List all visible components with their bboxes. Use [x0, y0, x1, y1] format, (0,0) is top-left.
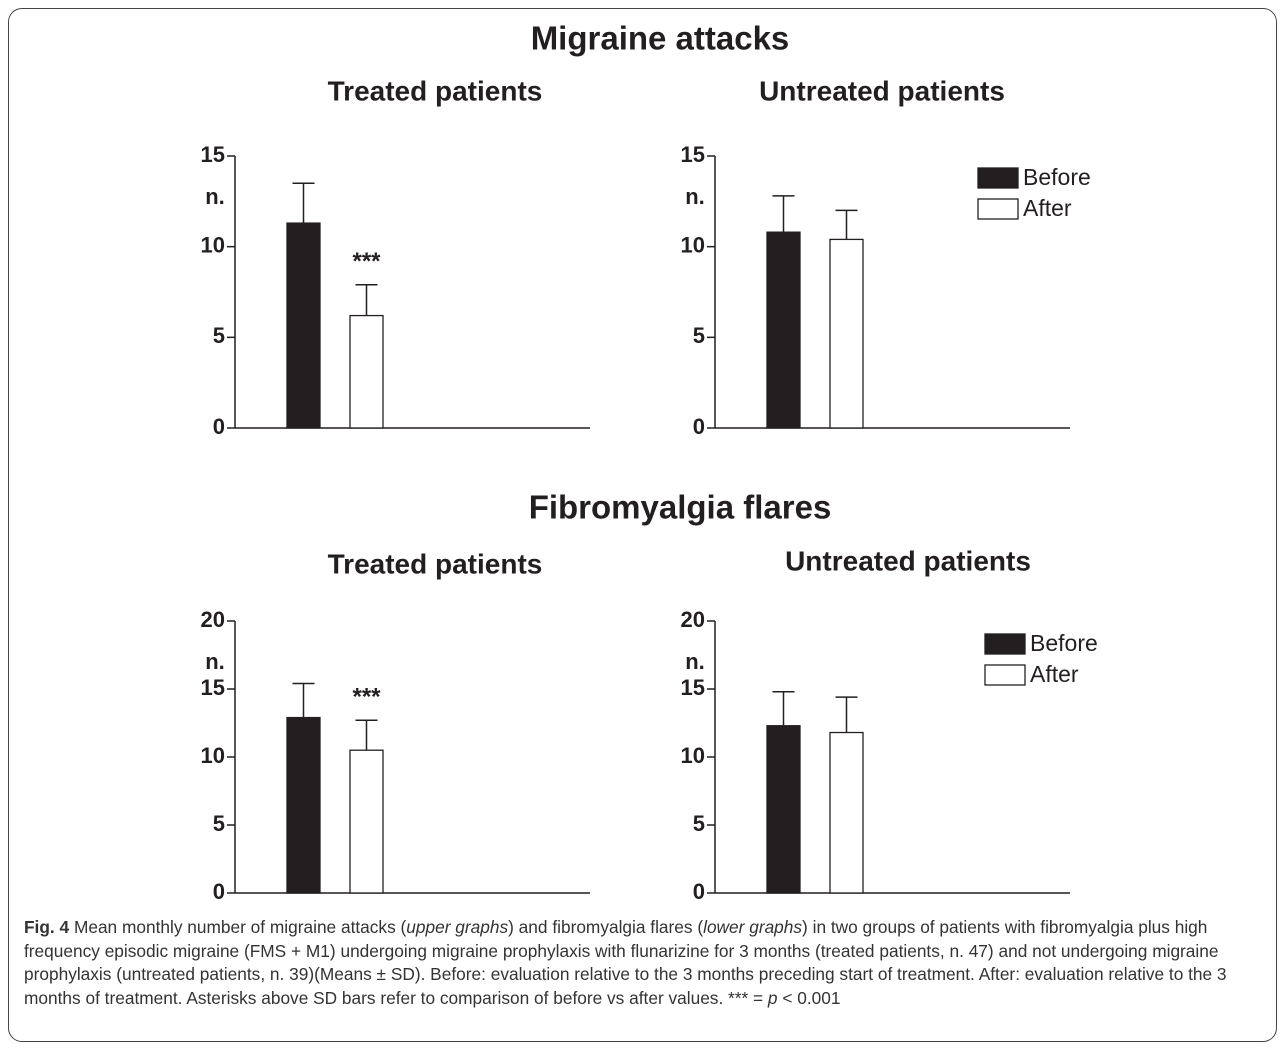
- chart-title: Untreated patients: [785, 545, 1031, 576]
- bar: [349, 314, 384, 429]
- y-tick-label: 15: [201, 675, 225, 700]
- section-title: Migraine attacks: [531, 20, 790, 57]
- bar: [766, 725, 801, 894]
- legend-swatch: [984, 664, 1026, 686]
- y-tick-label: 15: [681, 142, 705, 167]
- caption-text: lower graphs: [703, 917, 803, 937]
- y-tick-label: 0: [213, 414, 225, 439]
- y-tick-label: 0: [693, 879, 705, 904]
- y-tick-label: 15: [681, 675, 705, 700]
- caption-label: Fig. 4: [24, 917, 70, 937]
- caption-text: p: [767, 987, 778, 1008]
- y-axis-label: n.: [685, 649, 705, 674]
- figure: Migraine attacks Fibromyalgia flares Tre…: [201, 20, 1098, 904]
- y-tick-label: 0: [213, 879, 225, 904]
- bar: [766, 231, 801, 429]
- figure-frame: [8, 8, 1277, 1042]
- y-tick-label: 20: [681, 607, 705, 632]
- y-axis-label: n.: [205, 184, 225, 209]
- chart-title: Treated patients: [328, 548, 543, 579]
- legend-label: Before: [1030, 630, 1098, 656]
- bar: [829, 238, 864, 429]
- section-title: Fibromyalgia flares: [529, 489, 832, 526]
- caption-text: Mean monthly number of migraine attacks …: [69, 917, 407, 937]
- y-tick-label: 10: [201, 232, 225, 257]
- bar: [286, 716, 321, 894]
- caption-text: upper graphs: [406, 917, 509, 937]
- y-tick-label: 10: [201, 743, 225, 768]
- caption: Fig. 4 Mean monthly number of migraine a…: [24, 916, 1269, 1010]
- bar: [829, 731, 864, 894]
- legend-swatch: [977, 167, 1019, 189]
- y-tick-label: 5: [213, 811, 225, 836]
- legend-label: Before: [1023, 164, 1091, 190]
- annotation: ***: [352, 684, 381, 711]
- y-tick-label: 10: [681, 743, 705, 768]
- y-tick-label: 5: [693, 323, 705, 348]
- y-tick-label: 5: [213, 323, 225, 348]
- y-tick-label: 10: [681, 232, 705, 257]
- y-tick-label: 0: [693, 414, 705, 439]
- caption-text: ) and fibromyalgia flares (: [508, 917, 704, 937]
- legend-swatch: [977, 198, 1019, 220]
- legend-label: After: [1023, 195, 1072, 221]
- bar: [349, 749, 384, 894]
- y-axis-label: n.: [685, 184, 705, 209]
- y-axis-label: n.: [205, 649, 225, 674]
- caption-text: < 0.001: [777, 987, 841, 1008]
- y-tick-label: 5: [693, 811, 705, 836]
- chart-title: Treated patients: [328, 75, 543, 106]
- y-tick-label: 15: [201, 142, 225, 167]
- annotation: ***: [352, 248, 381, 275]
- y-tick-label: 20: [201, 607, 225, 632]
- legend-swatch: [984, 633, 1026, 655]
- caption-text: ) in two groups of patients with fibromy…: [24, 917, 1227, 1008]
- bar: [286, 222, 321, 429]
- chart-title: Untreated patients: [759, 75, 1005, 106]
- legend-label: After: [1030, 661, 1079, 687]
